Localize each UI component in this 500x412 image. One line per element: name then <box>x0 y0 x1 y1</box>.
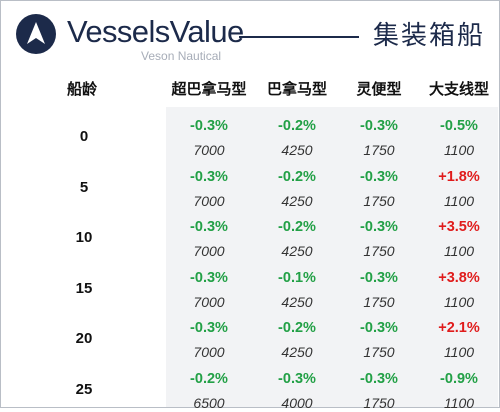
change-percent: -0.3% <box>190 219 228 235</box>
change-percent: +3.5% <box>438 219 480 235</box>
column-header-1: 巴拿马型 <box>266 81 327 98</box>
vessel-value: 1100 <box>443 142 475 158</box>
vessel-value: 1100 <box>443 293 475 310</box>
change-percent: -0.3% <box>278 370 316 387</box>
vessel-value: 7000 <box>193 293 225 310</box>
change-percent: -0.3% <box>190 118 228 134</box>
change-percent: -0.3% <box>190 168 228 185</box>
vessel-value: 4000 <box>281 394 313 411</box>
age-column-header: 船龄 <box>67 81 98 98</box>
change-percent: -0.2% <box>190 370 228 387</box>
change-percent: -0.3% <box>360 118 398 134</box>
age-label: 25 <box>75 380 93 398</box>
vessel-value: 7000 <box>193 192 225 209</box>
page-title: 集装箱船 <box>373 20 486 50</box>
age-label: 15 <box>75 279 93 297</box>
age-label: 0 <box>79 128 89 145</box>
change-percent: -0.3% <box>360 269 398 286</box>
table-shaded-area <box>166 107 498 407</box>
vessel-value: 1100 <box>443 394 475 411</box>
change-percent: -0.3% <box>360 320 398 336</box>
change-percent: -0.1% <box>278 269 316 286</box>
change-percent: -0.2% <box>278 320 316 336</box>
sub-brand-name: Veson Nautical <box>141 49 222 63</box>
vessel-value: 4250 <box>281 142 313 158</box>
column-header-2: 灵便型 <box>356 81 402 98</box>
vessel-value: 1100 <box>443 243 475 259</box>
vessel-value: 1750 <box>363 142 395 158</box>
vessel-value: 6500 <box>193 394 225 411</box>
vessel-value: 1750 <box>363 344 395 360</box>
vessel-value: 7000 <box>193 243 225 259</box>
vessel-value: 7000 <box>193 142 225 158</box>
change-percent: +3.8% <box>438 269 480 286</box>
column-header-0: 超巴拿马型 <box>171 81 247 98</box>
change-percent: -0.2% <box>278 219 316 235</box>
change-percent: -0.3% <box>360 168 398 185</box>
change-percent: -0.5% <box>440 118 478 134</box>
brand-name: VesselsValue <box>67 14 244 49</box>
vessel-value: 4250 <box>281 243 313 259</box>
change-percent: -0.2% <box>278 168 316 185</box>
header-divider <box>239 36 359 38</box>
column-header-3: 大支线型 <box>428 81 489 98</box>
change-percent: -0.2% <box>278 118 316 134</box>
change-percent: -0.9% <box>440 370 478 387</box>
vessel-value: 1100 <box>443 192 475 209</box>
age-label: 5 <box>79 178 89 196</box>
vessel-value: 1750 <box>363 293 395 310</box>
vessel-value: 4250 <box>281 293 313 310</box>
vessel-value: 4250 <box>281 344 313 360</box>
change-percent: +1.8% <box>438 168 480 185</box>
vessel-value: 1750 <box>363 243 395 259</box>
change-percent: +2.1% <box>438 320 480 336</box>
vessel-value: 1750 <box>363 192 395 209</box>
vesselsvalue-logo-icon <box>16 14 56 54</box>
vessel-value: 1100 <box>443 344 475 360</box>
age-label: 20 <box>75 330 93 347</box>
vessel-value: 1750 <box>363 394 395 411</box>
change-percent: -0.3% <box>360 370 398 387</box>
vessel-value: 7000 <box>193 344 225 360</box>
vessel-value: 4250 <box>281 192 313 209</box>
age-label: 10 <box>75 229 93 246</box>
change-percent: -0.3% <box>190 320 228 336</box>
change-percent: -0.3% <box>360 219 398 235</box>
change-percent: -0.3% <box>190 269 228 286</box>
